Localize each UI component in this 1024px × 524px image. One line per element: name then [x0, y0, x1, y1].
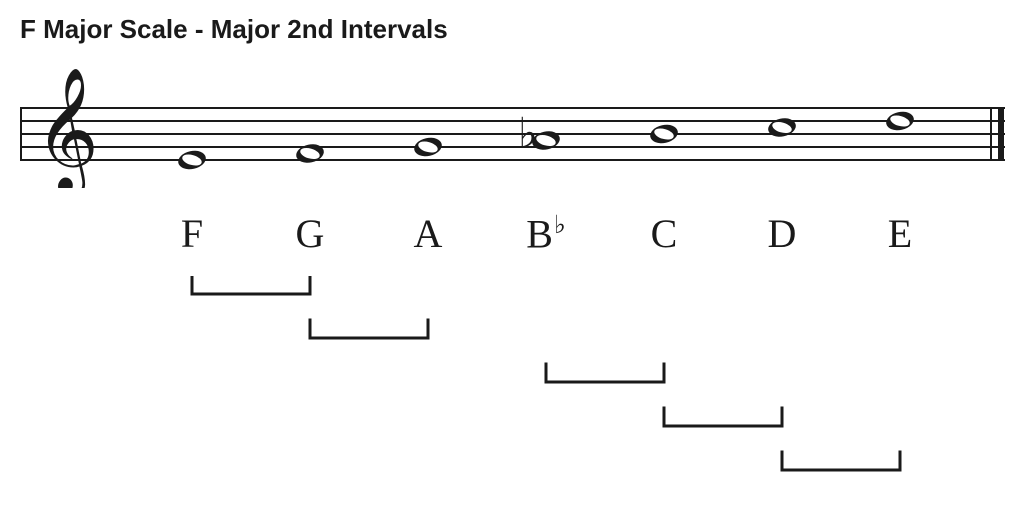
interval-brackets	[0, 276, 1024, 524]
treble-clef: 𝄞	[35, 68, 99, 188]
note-c	[648, 122, 679, 146]
note-label-d: D	[768, 210, 797, 257]
accidental-flat: ♭	[518, 112, 538, 158]
music-staff: 𝄞♭	[20, 68, 1005, 188]
note-label-g: G	[296, 210, 325, 257]
note-e	[884, 109, 915, 133]
interval-bracket	[546, 364, 664, 382]
note-label-f: F	[181, 210, 203, 257]
interval-bracket	[192, 276, 310, 294]
interval-bracket	[664, 408, 782, 426]
note-a	[412, 135, 443, 159]
note-label-a: A	[414, 210, 443, 257]
note-label-e: E	[888, 210, 912, 257]
note-f	[176, 148, 207, 172]
interval-bracket	[310, 320, 428, 338]
note-label-b: B♭	[526, 210, 565, 257]
note-g	[294, 142, 325, 166]
note-label-c: C	[651, 210, 678, 257]
interval-bracket	[782, 452, 900, 470]
page-title: F Major Scale - Major 2nd Intervals	[20, 14, 448, 45]
note-d	[766, 116, 797, 140]
